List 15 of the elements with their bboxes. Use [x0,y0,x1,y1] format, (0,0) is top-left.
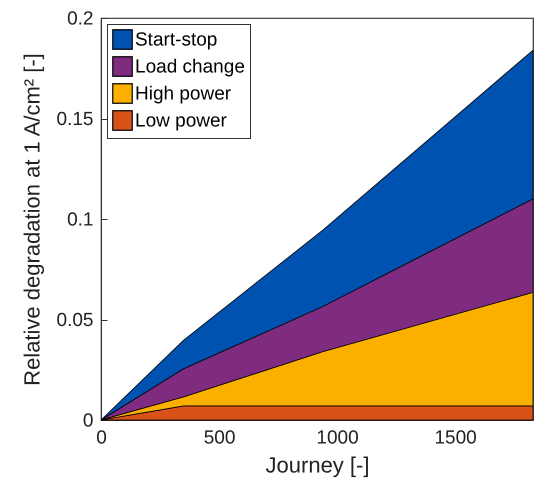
x-tick-label: 1000 [316,428,359,448]
y-tick-label: 0.2 [67,8,94,30]
y-tick-label: 0.15 [56,109,94,130]
legend-label: Start-stop [135,30,218,50]
y-tick-label: 0 [82,410,94,432]
legend-label: Load change [135,56,245,78]
y-tick-label: 0.05 [56,310,94,331]
legend-label: High power [135,84,232,104]
x-tick-label: 1500 [434,428,477,448]
legend-label: Low power [135,110,228,132]
x-tick-label: 0 [96,428,107,448]
x-axis-title: Journey [-] [266,452,370,478]
y-axis-title: Relative degradation at 1 A/cm² [-] [20,53,45,386]
y-tick-label: 0.1 [67,210,94,230]
x-tick-label: 500 [204,428,236,448]
